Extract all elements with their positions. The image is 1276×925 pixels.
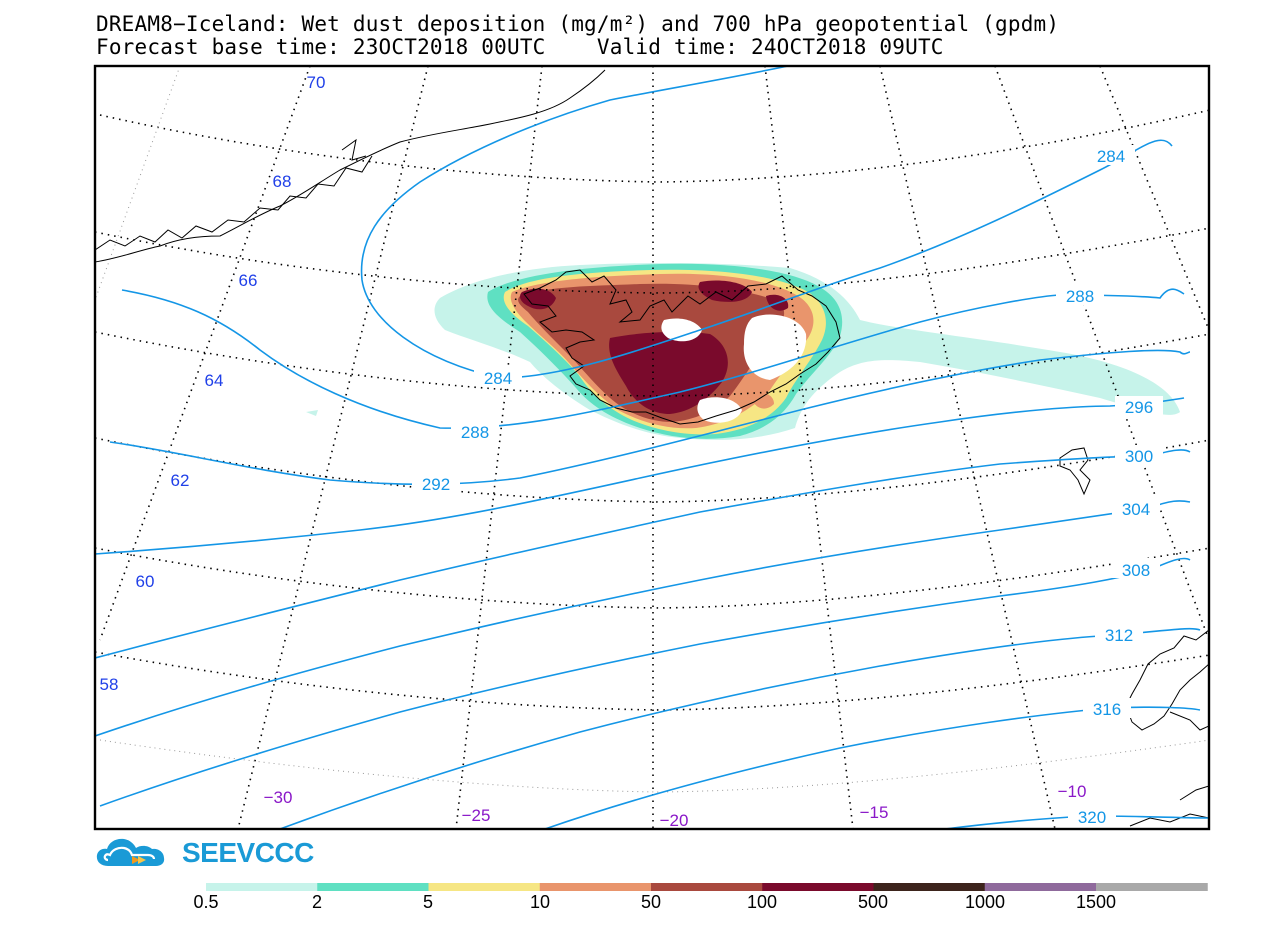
latitude-label: 64: [205, 371, 224, 390]
latitude-label: 70: [307, 73, 326, 92]
contour-label-284-east: 284: [1087, 145, 1135, 166]
legend-swatch: [873, 883, 986, 891]
legend-swatch: [206, 883, 318, 891]
legend-tick: 1000: [965, 892, 1005, 912]
contour-label: 308: [1122, 561, 1150, 580]
latitude-label: 62: [171, 471, 190, 490]
legend-swatch: [984, 883, 1097, 891]
contour-label-308: 308: [1112, 558, 1160, 580]
legend-tick: 100: [747, 892, 777, 912]
contour-label: 316: [1093, 700, 1121, 719]
contour-label-320: 320: [1068, 806, 1116, 827]
legend-tick-labels: 0.5 2 5 10 50 100 500 1000 1500: [193, 892, 1116, 912]
legend-swatch: [539, 883, 652, 891]
legend-tick: 10: [530, 892, 550, 912]
contour-label-304: 304: [1112, 498, 1160, 519]
dust-deposition-field: [306, 263, 1180, 440]
contour-label: 320: [1078, 808, 1106, 827]
contour-label: 304: [1122, 500, 1150, 519]
legend-swatch: [317, 883, 429, 891]
map-title: DREAM8−Iceland: Wet dust deposition (mg/…: [96, 12, 1060, 36]
legend-swatch: [762, 883, 874, 891]
legend-tick: 50: [641, 892, 661, 912]
contour-label: 288: [1066, 287, 1094, 306]
legend-tick: 500: [858, 892, 888, 912]
legend-swatch: [1096, 883, 1208, 891]
legend-swatch: [428, 883, 541, 891]
logo-text: SEEVCCC: [182, 837, 314, 868]
contour-label-288-east: 288: [1056, 285, 1104, 306]
contour-labels: 284 284 288 288 292 296 300 304 308 312 …: [412, 145, 1163, 827]
contour-label-296: 296: [1115, 396, 1163, 417]
latitude-label: 68: [273, 172, 292, 191]
legend-swatch: [651, 883, 763, 891]
contour-label-312: 312: [1095, 624, 1143, 645]
legend-tick: 5: [423, 892, 433, 912]
seevccc-logo: SEEVCCC: [94, 836, 314, 870]
latitude-label: 60: [136, 572, 155, 591]
cloud-arrow-icon: [96, 838, 165, 866]
legend-tick: 1500: [1076, 892, 1116, 912]
contour-label-316: 316: [1083, 698, 1131, 719]
contour-label-292: 292: [412, 472, 460, 494]
contour-label-288-west: 288: [451, 421, 499, 442]
contour-label-300: 300: [1115, 445, 1163, 466]
longitude-label: −10: [1058, 782, 1087, 801]
contour-label: 284: [484, 369, 512, 388]
contour-label: 288: [461, 423, 489, 442]
contour-label: 292: [422, 475, 450, 494]
longitude-labels: −30 −25 −20 −15 −10: [264, 782, 1087, 830]
longitude-label: −30: [264, 788, 293, 807]
legend-tick: 0.5: [193, 892, 218, 912]
map-frame: [93, 64, 1211, 831]
contour-label-284-west: 284: [474, 366, 522, 388]
contour-label: 284: [1097, 147, 1125, 166]
contour-label: 312: [1105, 626, 1133, 645]
contour-label: 296: [1125, 398, 1153, 417]
legend-colorbar: [206, 883, 1208, 891]
longitude-label: −20: [660, 811, 689, 830]
latitude-labels: 70 68 66 64 62 60 58: [100, 73, 326, 694]
latitude-label: 58: [100, 675, 119, 694]
contour-label: 300: [1125, 447, 1153, 466]
geopotential-contours: [95, 66, 1209, 829]
forecast-times: Forecast base time: 23OCT2018 00UTC Vali…: [96, 35, 944, 59]
longitude-label: −25: [462, 806, 491, 825]
legend-tick: 2: [312, 892, 322, 912]
latitude-label: 66: [239, 271, 258, 290]
longitude-label: −15: [860, 803, 889, 822]
